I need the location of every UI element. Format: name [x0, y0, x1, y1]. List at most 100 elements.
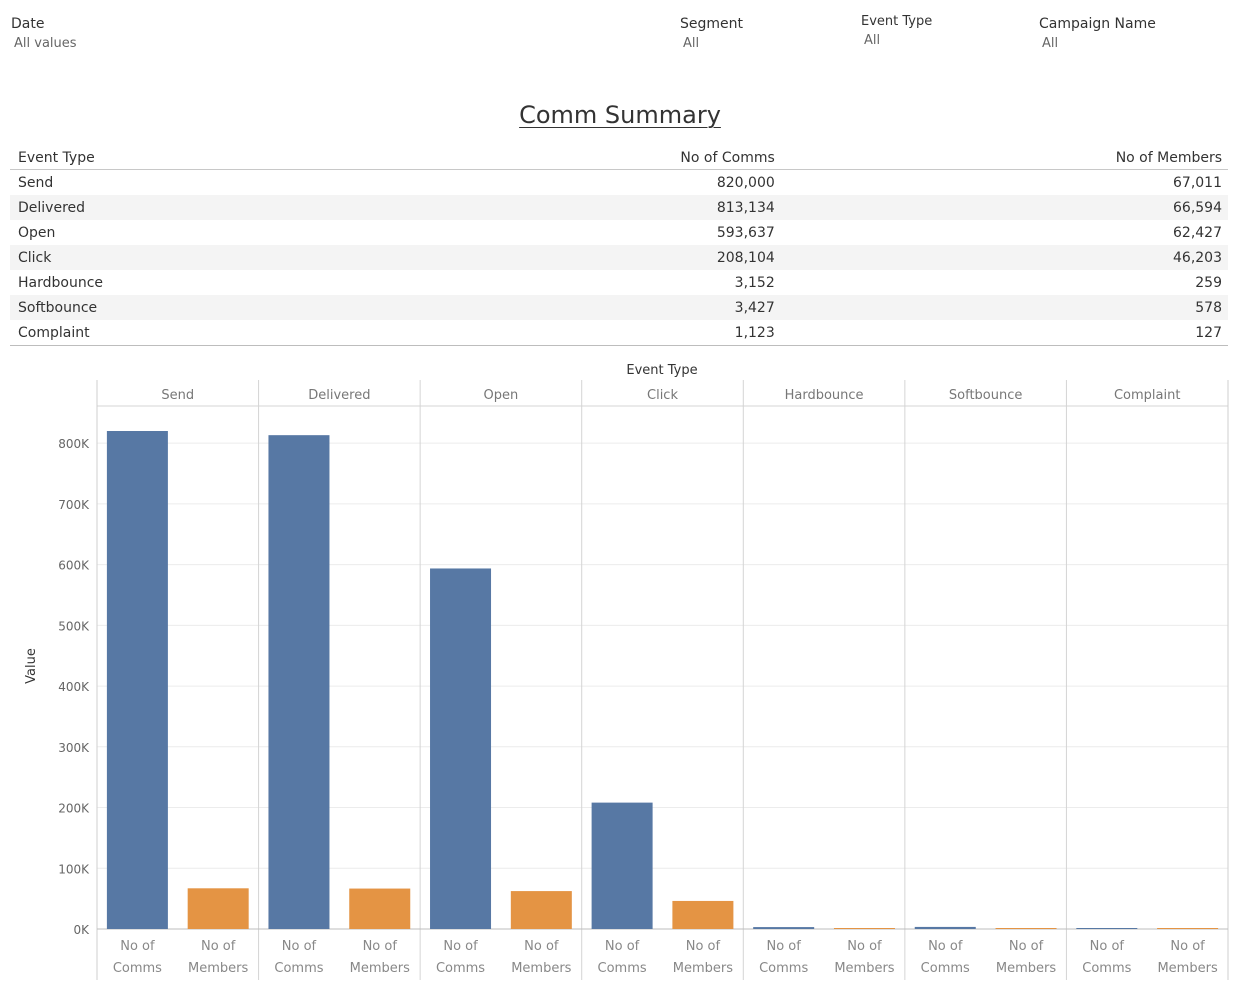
cell-event-type: Open: [18, 224, 56, 241]
cell-no-of-comms: 208,104: [378, 245, 781, 270]
bar-no-of-comms: [753, 927, 815, 929]
x-tick-label: Members: [511, 961, 571, 976]
cell-no-of-comms: 1,123: [378, 320, 781, 346]
x-tick-label: No of: [524, 939, 559, 954]
summary-header-row: Event Type No of Comms No of Members: [10, 146, 1228, 170]
filter-campaign-name[interactable]: Campaign Name All: [1039, 16, 1156, 51]
filter-event-type[interactable]: Event Type All: [861, 14, 932, 48]
bar-no-of-members: [672, 900, 734, 929]
header-no-of-members[interactable]: No of Members: [780, 146, 1228, 170]
bar-no-of-members: [1157, 928, 1219, 929]
x-tick-label: Comms: [1082, 961, 1131, 976]
category-header: Click: [647, 388, 678, 403]
category-header: Hardbounce: [785, 388, 864, 403]
x-tick-label: Members: [188, 961, 248, 976]
x-tick-label: No of: [1090, 939, 1125, 954]
x-tick-label: Comms: [436, 961, 485, 976]
y-tick-label: 600K: [58, 559, 90, 573]
category-header: Send: [161, 388, 194, 403]
bar-no-of-members: [995, 928, 1057, 929]
x-axis-title: Event Type: [626, 363, 697, 378]
cell-no-of-comms: 3,427: [378, 295, 781, 320]
table-row[interactable]: Send 820,000 67,011: [10, 170, 1228, 196]
summary-table: Event Type No of Comms No of Members Sen…: [10, 146, 1228, 346]
table-row[interactable]: Complaint 1,123 127: [10, 320, 1228, 346]
filter-segment-value[interactable]: All: [683, 36, 700, 51]
cell-no-of-comms: 820,000: [716, 174, 775, 191]
cell-no-of-members: 127: [780, 320, 1228, 346]
filter-campaign-name-value[interactable]: All: [1042, 36, 1059, 51]
cell-no-of-members: 62,427: [1173, 224, 1222, 241]
x-tick-label: Members: [834, 961, 894, 976]
x-tick-label: Comms: [759, 961, 808, 976]
x-tick-label: No of: [767, 939, 802, 954]
filter-date-label: Date: [11, 16, 45, 32]
bar-no-of-members: [833, 928, 895, 929]
x-tick-label: No of: [686, 939, 721, 954]
cell-no-of-members: 259: [1195, 274, 1222, 291]
filter-campaign-name-label: Campaign Name: [1039, 16, 1156, 32]
cell-event-type: Hardbounce: [18, 274, 104, 291]
x-tick-label: Comms: [113, 961, 162, 976]
cell-no-of-members: 67,011: [1173, 174, 1222, 191]
x-tick-label: No of: [201, 939, 236, 954]
x-tick-label: No of: [1170, 939, 1205, 954]
bar-no-of-comms: [591, 802, 653, 929]
x-tick-label: No of: [443, 939, 478, 954]
bar-no-of-comms: [1076, 928, 1138, 929]
header-no-of-comms[interactable]: No of Comms: [378, 146, 781, 170]
x-tick-label: Comms: [274, 961, 323, 976]
y-tick-label: 800K: [58, 437, 90, 451]
table-row[interactable]: Click 208,104 46,203: [10, 245, 1228, 270]
x-tick-label: No of: [363, 939, 398, 954]
filter-event-type-label: Event Type: [861, 14, 933, 29]
y-tick-label: 100K: [58, 862, 90, 876]
y-axis-title: Value: [24, 648, 39, 684]
x-tick-label: Members: [673, 961, 733, 976]
x-tick-label: No of: [1009, 939, 1044, 954]
x-tick-label: Members: [350, 961, 410, 976]
summary-title: Comm Summary: [519, 101, 721, 129]
bar-no-of-members: [187, 888, 249, 929]
y-tick-label: 500K: [58, 619, 90, 633]
x-tick-label: Comms: [598, 961, 647, 976]
category-header: Complaint: [1114, 388, 1180, 403]
header-event-type[interactable]: Event Type: [10, 146, 379, 170]
x-tick-label: Members: [996, 961, 1056, 976]
y-tick-label: 0K: [73, 923, 90, 937]
category-header: Delivered: [308, 388, 370, 403]
table-row[interactable]: Softbounce 3,427 578: [10, 295, 1228, 320]
y-tick-label: 700K: [58, 498, 90, 512]
table-row[interactable]: Delivered 813,134 66,594: [10, 195, 1228, 220]
x-tick-label: Comms: [921, 961, 970, 976]
cell-no-of-members: 578: [780, 295, 1228, 320]
x-tick-label: No of: [605, 939, 640, 954]
cell-event-type: Send: [18, 174, 54, 191]
y-tick-label: 300K: [58, 741, 90, 755]
filter-date-value[interactable]: All values: [14, 36, 77, 51]
cell-no-of-members: 46,203: [780, 245, 1228, 270]
x-tick-label: No of: [928, 939, 963, 954]
bar-no-of-members: [510, 891, 572, 929]
category-header: Softbounce: [949, 388, 1022, 403]
table-row[interactable]: Open 593,637 62,427: [10, 220, 1228, 245]
filter-date[interactable]: Date All values: [11, 16, 77, 51]
bar-no-of-comms: [914, 926, 976, 929]
cell-no-of-members: 66,594: [780, 195, 1228, 220]
cell-event-type: Softbounce: [10, 295, 379, 320]
cell-event-type: Complaint: [10, 320, 379, 346]
x-tick-label: No of: [120, 939, 155, 954]
x-tick-label: No of: [847, 939, 882, 954]
x-tick-label: No of: [282, 939, 317, 954]
x-tick-label: Members: [1157, 961, 1217, 976]
bar-chart: Event Type Value 0K 100K 200K 300K 400K 500K 600…: [24, 363, 1229, 980]
table-row[interactable]: Hardbounce 3,152 259: [10, 270, 1228, 295]
bar-no-of-comms: [430, 568, 492, 929]
y-tick-label: 400K: [58, 680, 90, 694]
cell-no-of-comms: 3,152: [734, 274, 775, 291]
filter-event-type-value[interactable]: All: [864, 33, 881, 48]
y-tick-label: 200K: [58, 802, 90, 816]
bar-no-of-members: [349, 888, 411, 929]
cell-no-of-comms: 593,637: [716, 224, 775, 241]
filter-segment[interactable]: Segment All: [680, 16, 743, 51]
